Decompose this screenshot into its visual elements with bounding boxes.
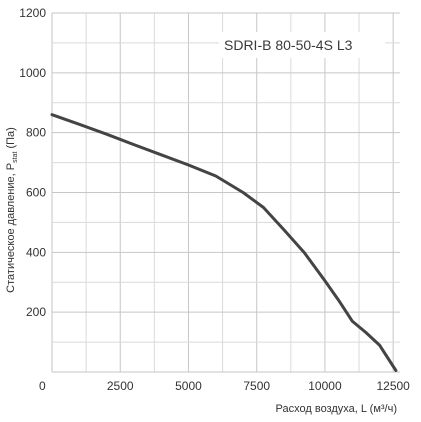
y-axis-label-suffix: (Па) — [5, 127, 17, 151]
chart-title-box — [219, 32, 385, 58]
y-tick-label: 1000 — [19, 66, 46, 80]
y-axis-label-prefix: Статическое давление, P — [5, 163, 17, 293]
grid — [51, 12, 400, 373]
x-axis-label: Расход воздуха, L (м³/ч) — [276, 403, 397, 415]
y-tick-label: 800 — [26, 126, 46, 140]
series-line — [50, 113, 398, 372]
x-axis-label-text: Расход воздуха, L (м³/ч) — [276, 403, 397, 415]
series-layer — [50, 113, 398, 372]
y-axis-label: Статическое давление, Pstat (Па) — [5, 127, 19, 293]
tick-labels: 0 2500 5000 7500 10000 12500 200 400 600 800 1000 1… — [19, 6, 410, 393]
x-tick-label: 2500 — [107, 379, 134, 393]
chart-title: SDRI-B 80-50-4S L3 — [224, 37, 353, 53]
y-axis-label-subscript: stat — [12, 152, 19, 163]
x-tick-label: 5000 — [175, 379, 202, 393]
y-tick-label: 1200 — [19, 6, 46, 20]
x-tick-label: 10000 — [308, 379, 342, 393]
y-tick-label: 200 — [26, 305, 46, 319]
x-tick-label: 12500 — [376, 379, 410, 393]
x-tick-label: 0 — [39, 379, 46, 393]
y-tick-label: 400 — [26, 245, 46, 259]
x-tick-label: 7500 — [243, 379, 270, 393]
y-tick-label: 600 — [26, 186, 46, 200]
